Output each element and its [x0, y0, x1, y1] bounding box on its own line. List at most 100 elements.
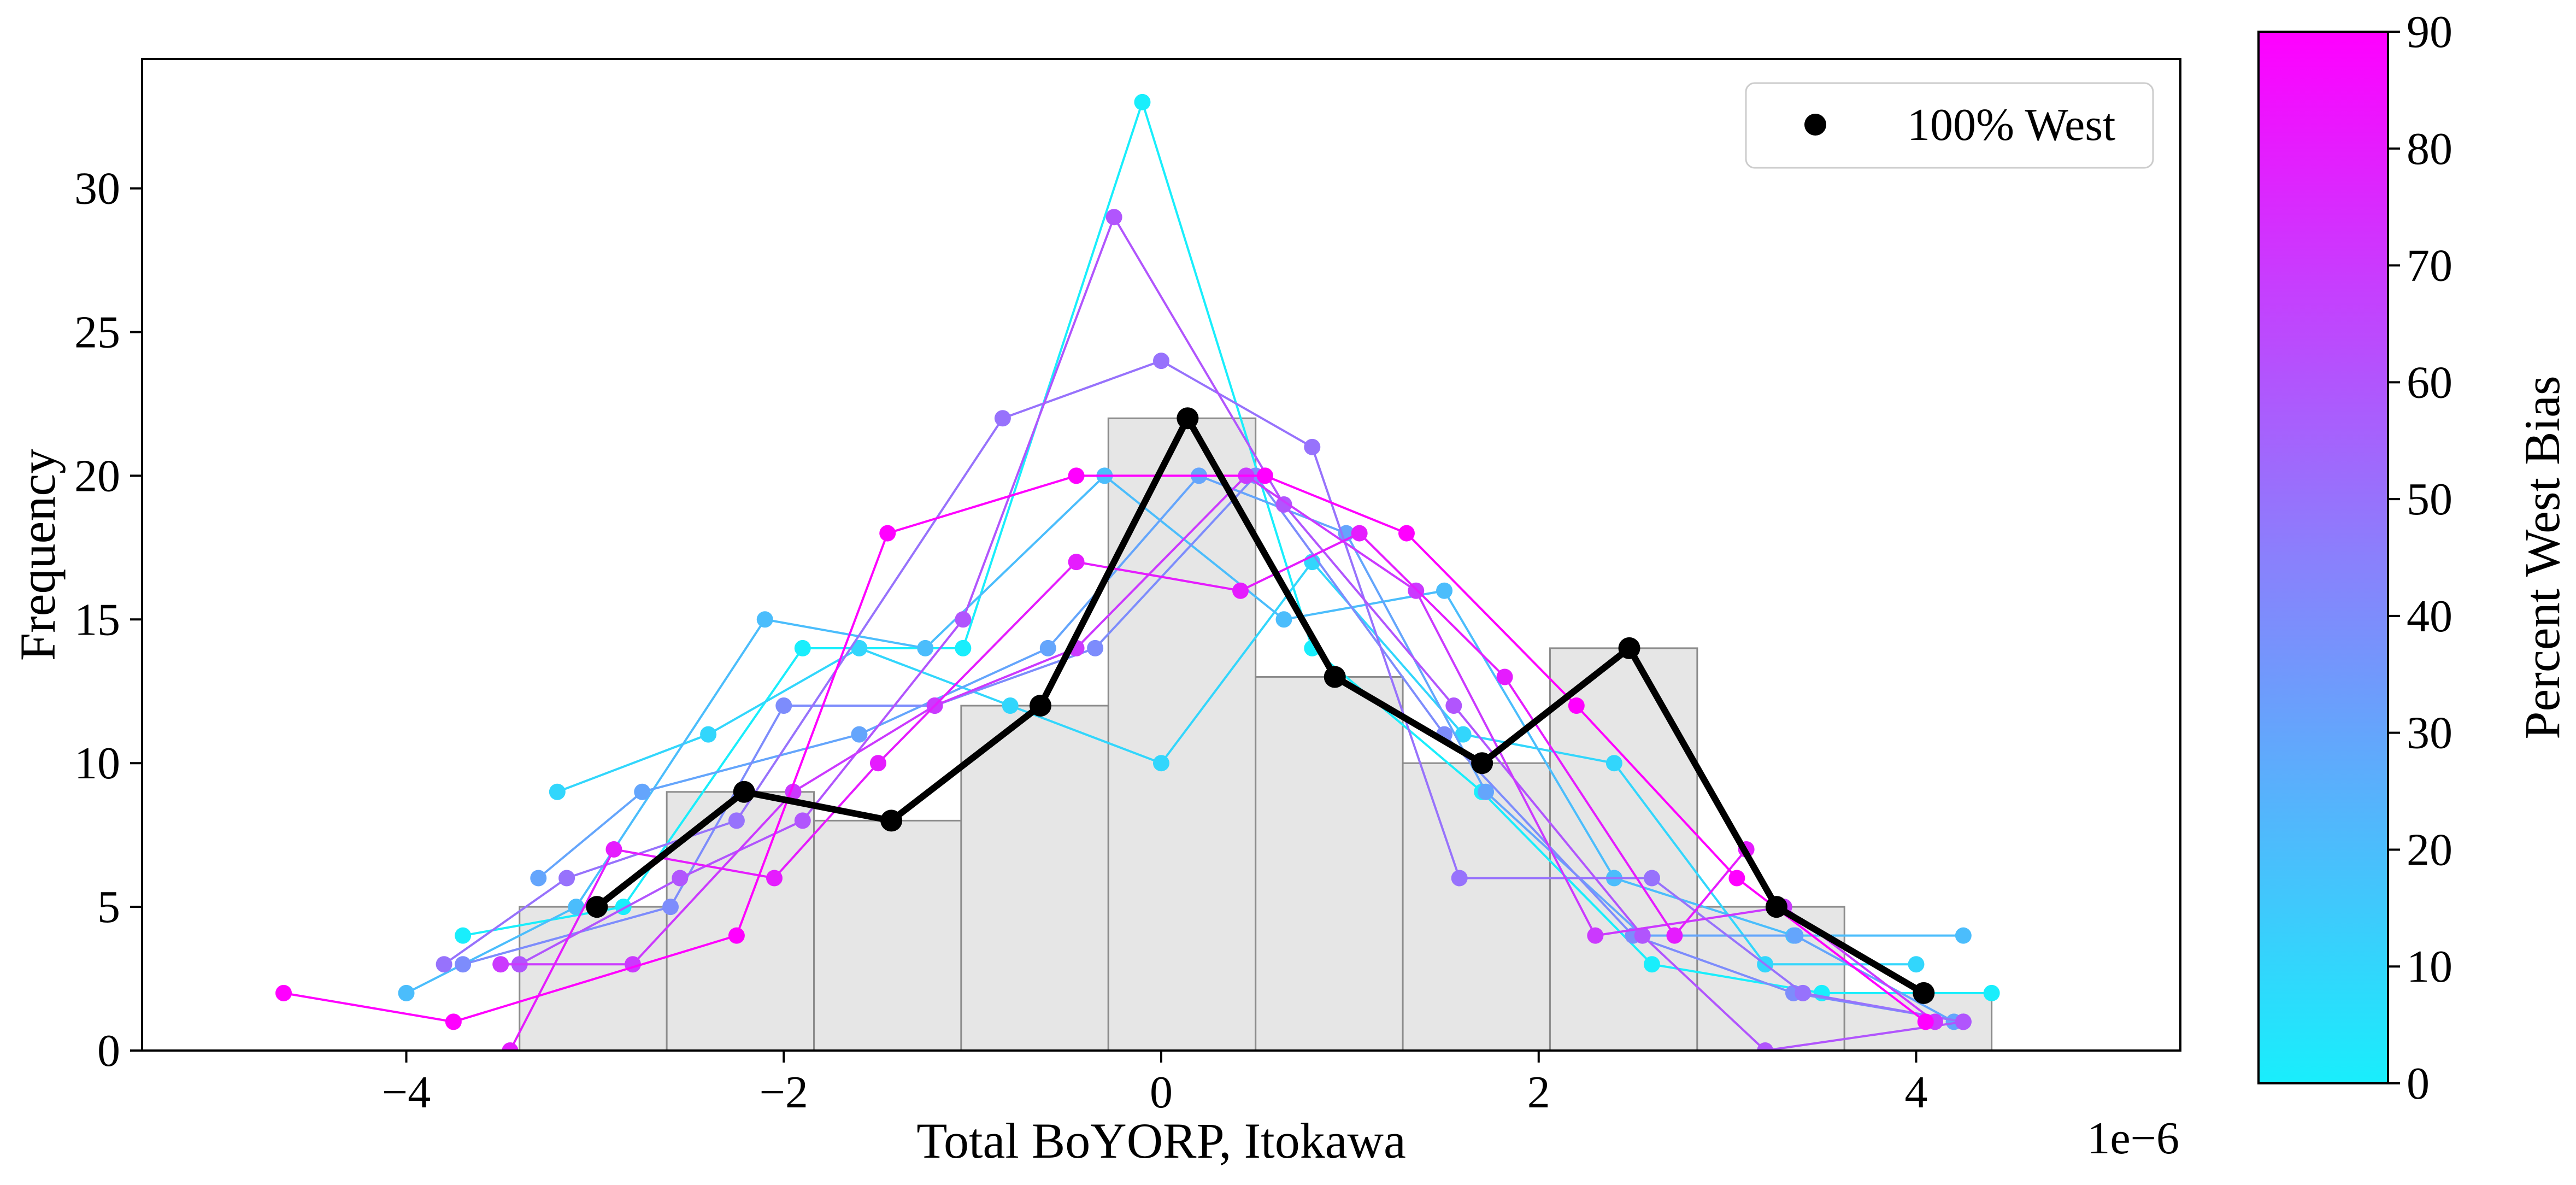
series-lines: [275, 93, 2000, 1051]
data-point: [1256, 467, 1273, 484]
data-point: [955, 640, 972, 656]
data-point: [1643, 956, 1660, 973]
data-point: [1134, 93, 1151, 110]
data-point: [492, 956, 509, 973]
y-axis: 0 5 10 15 20 25 30: [74, 163, 142, 1076]
data-point: [634, 783, 651, 800]
histogram-bar: [1255, 676, 1404, 1052]
data-point: [502, 1042, 519, 1051]
histogram-bar: [1549, 647, 1698, 1052]
series-bias-90: [275, 467, 1934, 1030]
data-point: [1955, 1013, 1972, 1030]
data-point: [558, 870, 575, 887]
x-tick-label: −4: [382, 1067, 431, 1118]
series-line: [501, 474, 1936, 1023]
series-line: [509, 532, 1748, 1051]
data-point: [1568, 697, 1585, 714]
highlight-series: [586, 407, 1935, 1004]
data-point: [1398, 525, 1415, 542]
series-line: [519, 214, 1964, 1051]
data-point: [530, 870, 547, 887]
x-tick-label: 4: [1904, 1067, 1927, 1118]
data-point-100-west: [1177, 407, 1199, 430]
data-point: [1795, 984, 1812, 1001]
data-point-100-west: [1765, 896, 1787, 918]
data-point: [1153, 755, 1169, 772]
y-tick-label: 20: [74, 450, 120, 501]
series-bias-10: [549, 554, 1925, 973]
y-tick-label: 10: [74, 738, 120, 789]
colorbar-tick-label: 20: [2407, 824, 2453, 875]
data-point-100-west: [1618, 637, 1640, 659]
y-tick-label: 30: [74, 163, 120, 214]
data-point: [794, 640, 811, 656]
x-axis-title: Total BoYORP, Itokawa: [916, 1113, 1406, 1169]
histogram-bar: [960, 705, 1109, 1052]
colorbar-tick-label: 0: [2407, 1058, 2430, 1109]
series-line: [283, 474, 1926, 1023]
colorbar-tick-label: 60: [2407, 357, 2453, 408]
colorbar-tick-label: 70: [2407, 240, 2453, 291]
data-point: [700, 726, 717, 743]
colorbar-tick-label: 50: [2407, 474, 2453, 525]
colorbar-tick-label: 10: [2407, 941, 2453, 992]
y-tick-label: 15: [74, 594, 120, 645]
data-point: [1068, 554, 1085, 571]
data-point: [549, 783, 566, 800]
data-point: [1304, 438, 1321, 455]
data-point: [1634, 927, 1651, 944]
series-bias-80: [502, 525, 1755, 1051]
x-axis: −4 −2 0 2 4: [382, 1051, 1927, 1118]
data-point: [1451, 870, 1468, 887]
data-point-100-west: [1913, 982, 1935, 1004]
data-point-100-west: [733, 781, 755, 803]
data-point: [445, 1013, 462, 1030]
colorbar-title: Percent West Bias: [2514, 376, 2570, 739]
data-point: [1496, 668, 1513, 685]
data-point-100-west: [586, 896, 608, 918]
data-point: [455, 956, 472, 973]
series-line: [405, 474, 1963, 994]
data-point: [436, 956, 452, 973]
data-point: [917, 640, 934, 656]
data-point: [1275, 611, 1292, 628]
data-point: [1445, 697, 1462, 714]
histogram-bar: [666, 791, 815, 1052]
data-point: [398, 984, 415, 1001]
series-line-100-west: [595, 415, 1926, 996]
data-point: [1587, 927, 1604, 944]
data-point: [455, 927, 472, 944]
legend-box: [1745, 82, 2154, 169]
data-point: [1153, 353, 1169, 369]
data-point: [1908, 956, 1925, 973]
data-point: [1917, 1013, 1934, 1030]
data-point: [1455, 726, 1472, 743]
x-tick-label: 2: [1527, 1067, 1550, 1118]
x-offset-label: 1e−6: [2087, 1113, 2179, 1164]
data-point: [672, 870, 689, 887]
data-point: [1666, 927, 1683, 944]
data-point-100-west: [1471, 752, 1493, 775]
data-point: [275, 984, 292, 1001]
colorbar-tick-label: 30: [2407, 708, 2453, 759]
data-point: [1955, 927, 1972, 944]
data-point: [728, 812, 745, 829]
data-point-100-west: [1324, 666, 1346, 688]
series-line: [462, 98, 1992, 994]
series-line: [443, 359, 1964, 1023]
data-point: [1068, 467, 1085, 484]
data-point: [879, 525, 896, 542]
data-point: [1436, 582, 1453, 599]
data-point: [728, 927, 745, 944]
data-point: [955, 611, 972, 628]
data-point: [1787, 927, 1804, 944]
data-point: [851, 726, 868, 743]
data-point: [1728, 870, 1745, 887]
colorbar-ticks: 0 10 20 30 40 50 60 70 80 90: [2388, 7, 2453, 1109]
data-point: [1605, 755, 1622, 772]
legend-marker: [1804, 114, 1826, 136]
data-point: [1039, 640, 1056, 656]
y-tick-label: 5: [97, 882, 120, 932]
legend-entry: 100% West: [1907, 99, 2115, 150]
data-point: [1757, 1042, 1774, 1051]
